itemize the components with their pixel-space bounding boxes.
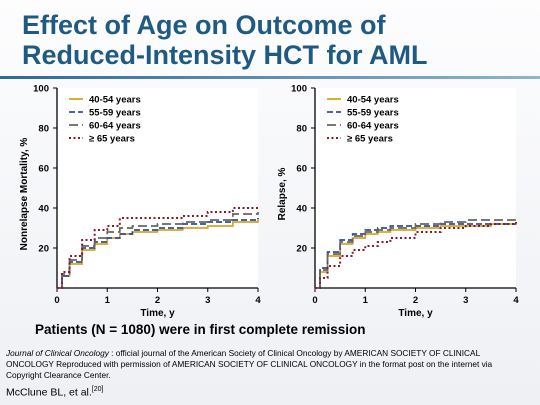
series-line-4 (315, 222, 517, 289)
x-axis-label: Time, y (398, 308, 433, 319)
citation-text: McClune BL, et al. (6, 386, 92, 399)
x-tick-label: 3 (205, 295, 210, 306)
plot-area (57, 88, 258, 288)
x-tick-label: 4 (513, 295, 519, 306)
title-line-1: Effect of Age on Outcome of (22, 10, 386, 40)
slide-title: Effect of Age on Outcome of Reduced-Inte… (22, 10, 522, 70)
y-tick-label: 80 (38, 124, 49, 135)
legend-label-4: ≥ 65 years (347, 134, 393, 145)
legend-label-1: 40-54 years (347, 95, 399, 106)
x-tick-label: 2 (413, 295, 418, 306)
caption: Patients (N = 1080) were in first comple… (35, 322, 366, 337)
title-divider (0, 76, 540, 79)
y-tick-label: 40 (296, 204, 307, 215)
relapse-chart: 20 40 60 80 100 0 1 2 3 4 Time, y Relapse, % 40-54 y… (277, 84, 519, 320)
source-note: Journal of Clinical Oncology : official … (6, 348, 526, 381)
y-tick-label: 20 (296, 244, 307, 255)
legend-label-2: 55-59 years (89, 108, 141, 119)
y-tick-label: 40 (38, 204, 49, 215)
legend-label-3: 60-64 years (89, 121, 141, 132)
x-tick-label: 4 (255, 295, 261, 306)
x-tick-label: 1 (363, 295, 369, 306)
source-text: : official journal of the American Socie… (6, 348, 493, 380)
x-axis-label: Time, y (140, 308, 175, 319)
source-journal: Journal of Clinical Oncology (6, 348, 109, 358)
y-tick-label: 80 (296, 124, 307, 135)
y-tick-label: 100 (291, 84, 307, 95)
title-line-2: Reduced-Intensity HCT for AML (22, 40, 428, 70)
citation-ref: [20] (91, 386, 104, 393)
x-tick-label: 0 (54, 295, 59, 306)
y-tick-label: 60 (38, 164, 49, 175)
y-axis-label: Nonrelapse Mortality, % (19, 138, 30, 251)
legend-label-3: 60-64 years (347, 121, 399, 132)
y-tick-label: 20 (38, 244, 49, 255)
y-axis-label: Relapse, % (277, 167, 288, 220)
x-tick-label: 1 (105, 295, 111, 306)
plot-area (315, 88, 516, 288)
citation: McClune BL, et al.[20] (6, 386, 103, 399)
series-line-4 (57, 207, 258, 289)
y-tick-label: 100 (33, 84, 49, 95)
x-tick-label: 3 (463, 295, 468, 306)
y-tick-label: 60 (296, 164, 307, 175)
legend-label-4: ≥ 65 years (89, 134, 135, 145)
legend-label-1: 40-54 years (89, 95, 141, 106)
x-tick-label: 0 (312, 295, 317, 306)
series-line-3 (315, 219, 516, 289)
x-tick-label: 2 (155, 295, 160, 306)
nonrelapse-mortality-chart: 20 40 60 80 100 0 1 2 3 4 Time, y Nonrelapse Mortal… (19, 84, 261, 320)
legend-label-2: 55-59 years (347, 108, 399, 119)
